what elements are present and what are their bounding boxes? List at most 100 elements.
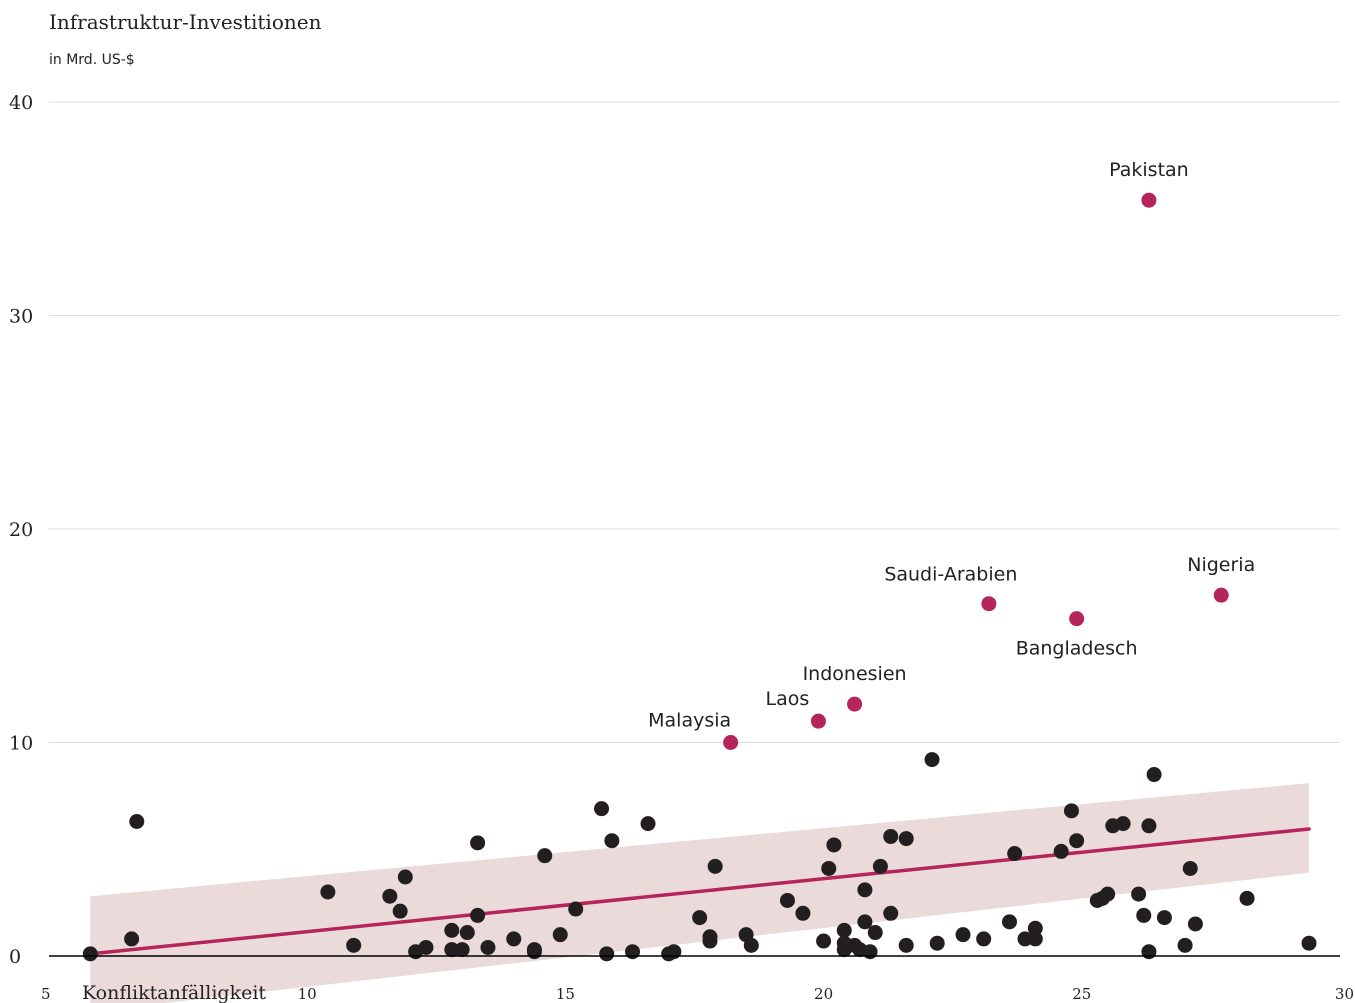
data-point — [625, 944, 641, 960]
data-point — [599, 946, 615, 962]
data-point — [444, 922, 460, 938]
data-point — [594, 801, 610, 817]
axes: 0 10 20 30 40 5 10 15 20 25 30 — [9, 92, 1354, 1003]
y-tick-label: 0 — [9, 946, 21, 968]
data-point — [640, 816, 656, 832]
x-tick-label: 15 — [556, 985, 575, 1003]
data-point — [821, 860, 837, 876]
data-point — [1027, 920, 1043, 936]
highlight-point — [847, 696, 863, 712]
data-point — [418, 939, 434, 955]
y-axis-unit: in Mrd. US-$ — [49, 52, 135, 68]
data-point — [526, 942, 542, 958]
data-point — [82, 946, 98, 962]
grid-lines — [49, 101, 1340, 743]
data-point — [816, 933, 832, 949]
point-label: Laos — [766, 688, 810, 710]
data-point — [1136, 907, 1152, 923]
highlight-point — [1141, 192, 1157, 208]
x-tick-label: 30 — [1335, 985, 1354, 1003]
x-tick-label: 20 — [814, 985, 833, 1003]
data-point — [1301, 935, 1317, 951]
data-point — [779, 892, 795, 908]
data-point — [1027, 931, 1043, 947]
data-point — [1069, 833, 1085, 849]
data-point — [124, 931, 140, 947]
highlight-point — [810, 713, 826, 729]
data-point — [666, 944, 682, 960]
data-point — [604, 833, 620, 849]
data-point — [883, 828, 899, 844]
x-tick-label: 25 — [1072, 985, 1091, 1003]
data-point — [1100, 886, 1116, 902]
data-point — [862, 944, 878, 960]
data-point — [929, 935, 945, 951]
y-tick-label: 30 — [9, 306, 33, 328]
data-point — [1007, 846, 1023, 862]
data-point — [1115, 816, 1131, 832]
data-point — [692, 910, 708, 926]
data-point — [1156, 910, 1172, 926]
data-point — [1177, 937, 1193, 953]
chart-title: Infrastruktur-Investitionen — [49, 10, 322, 34]
y-tick-label: 10 — [9, 733, 33, 755]
point-label: Pakistan — [1109, 159, 1189, 181]
data-points — [82, 752, 1317, 962]
data-point — [382, 888, 398, 904]
data-point — [707, 858, 723, 874]
data-point — [1146, 767, 1162, 783]
y-tick-label: 20 — [9, 519, 33, 541]
data-point — [1187, 916, 1203, 932]
data-point — [470, 835, 486, 851]
data-point — [552, 927, 568, 943]
data-point — [836, 922, 852, 938]
data-point — [867, 925, 883, 941]
x-axis-label: Konfliktanfälligkeit — [82, 982, 266, 1003]
data-point — [1131, 886, 1147, 902]
data-point — [392, 903, 408, 919]
trend-line-layer — [88, 827, 1311, 956]
highlight-point — [981, 596, 997, 612]
point-label: Malaysia — [648, 710, 731, 732]
point-label: Bangladesch — [1016, 638, 1138, 660]
data-point — [480, 939, 496, 955]
data-point — [924, 752, 940, 768]
data-point — [743, 937, 759, 953]
data-point — [320, 884, 336, 900]
highlighted-points: Pakistan Nigeria Saudi-Arabien Bangladesch I… — [648, 159, 1255, 750]
data-point — [857, 914, 873, 930]
highlight-point — [723, 735, 739, 750]
point-label: Nigeria — [1187, 554, 1255, 576]
y-tick-label: 40 — [9, 92, 33, 114]
data-point — [1239, 890, 1255, 906]
x-tick-label: 10 — [298, 985, 317, 1003]
data-point — [459, 925, 475, 941]
data-point — [1141, 944, 1157, 960]
data-point — [826, 837, 842, 853]
point-label: Indonesien — [803, 663, 907, 685]
data-point — [1053, 843, 1069, 859]
data-point — [1002, 914, 1018, 930]
data-point — [883, 905, 899, 921]
data-point — [898, 937, 914, 953]
trend-line — [88, 827, 1311, 956]
data-point — [568, 901, 584, 917]
data-point — [857, 882, 873, 898]
highlight-point — [1069, 611, 1085, 627]
data-point — [1017, 931, 1033, 947]
data-point — [346, 937, 362, 953]
data-point — [444, 942, 460, 958]
data-point — [795, 905, 811, 921]
data-point — [702, 933, 718, 949]
x-tick-label: 5 — [41, 985, 51, 1003]
data-point — [397, 869, 413, 885]
highlight-point — [1213, 587, 1229, 603]
data-point — [976, 931, 992, 947]
data-point — [506, 931, 522, 947]
point-label: Saudi-Arabien — [884, 564, 1017, 586]
data-point — [537, 848, 553, 864]
data-point — [129, 813, 145, 829]
data-point — [470, 907, 486, 923]
data-point — [898, 831, 914, 847]
